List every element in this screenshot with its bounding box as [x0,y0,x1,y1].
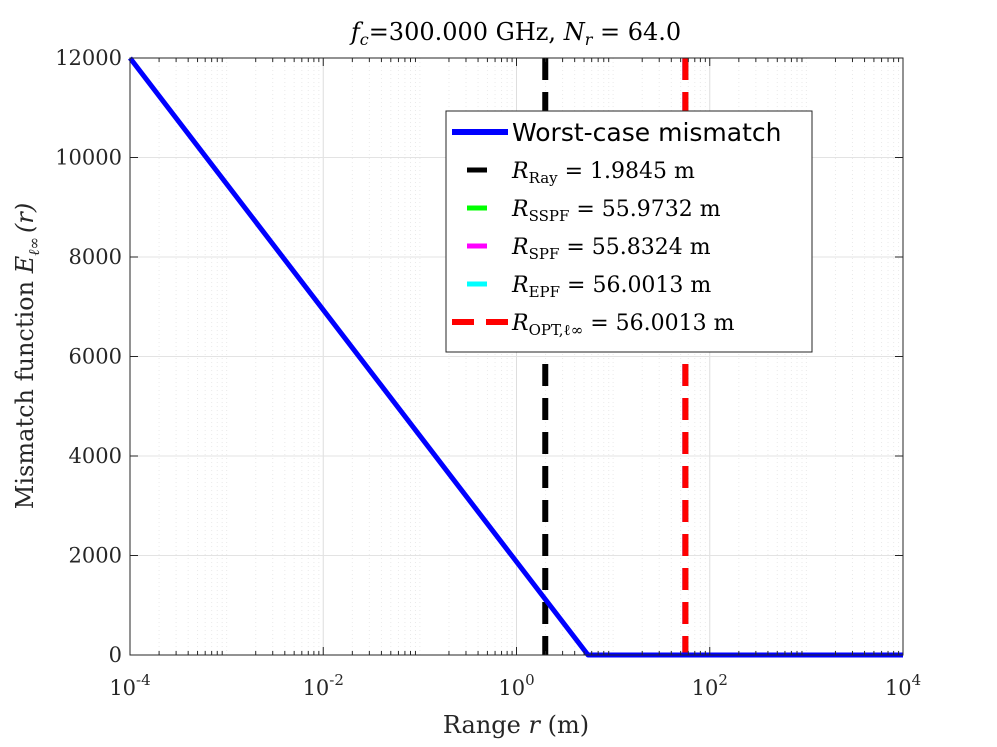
y-tick-label: 12000 [55,46,122,70]
y-tick-labels: 0 2000 4000 6000 8000 10000 12000 [55,46,122,667]
x-tick-label: 10-2 [303,671,344,700]
x-axis-label: Range r (m) [443,711,589,739]
y-tick-label: 8000 [69,245,122,269]
x-tick-label: 104 [885,671,921,700]
legend-label: RRay = 1.9845 m [511,159,695,187]
y-tick-label: 2000 [69,544,122,568]
legend-label: ROPT,ℓ∞ = 56.0013 m [511,311,735,339]
x-tick-label: 102 [692,671,728,700]
x-tick-labels: 10-4 10-2 100 102 104 [109,671,921,700]
y-tick-label: 6000 [69,345,122,369]
legend-box [445,110,813,353]
legend-label: Worst-case mismatch [512,118,781,147]
y-tick-label: 10000 [55,146,122,170]
axes-frame [129,57,904,656]
legend-label: RSSPF = 55.9732 m [511,197,721,225]
legend-label: REPF = 56.0013 m [511,273,711,301]
legend: Worst-case mismatch RRay = 1.9845 m RSSPF … [445,110,813,353]
legend-label: RSPF = 55.8324 m [511,235,711,263]
y-tick-label: 4000 [69,444,122,468]
x-tick-label: 100 [498,671,534,700]
chart-title: fc=300.000 GHz, Nr = 64.0 [349,18,681,49]
y-axis-label: Mismatch function Eℓ∞(r) [11,203,43,509]
y-tick-label: 0 [109,643,122,667]
vertical-reference-lines [542,58,689,655]
x-tick-label: 10-4 [109,671,150,700]
